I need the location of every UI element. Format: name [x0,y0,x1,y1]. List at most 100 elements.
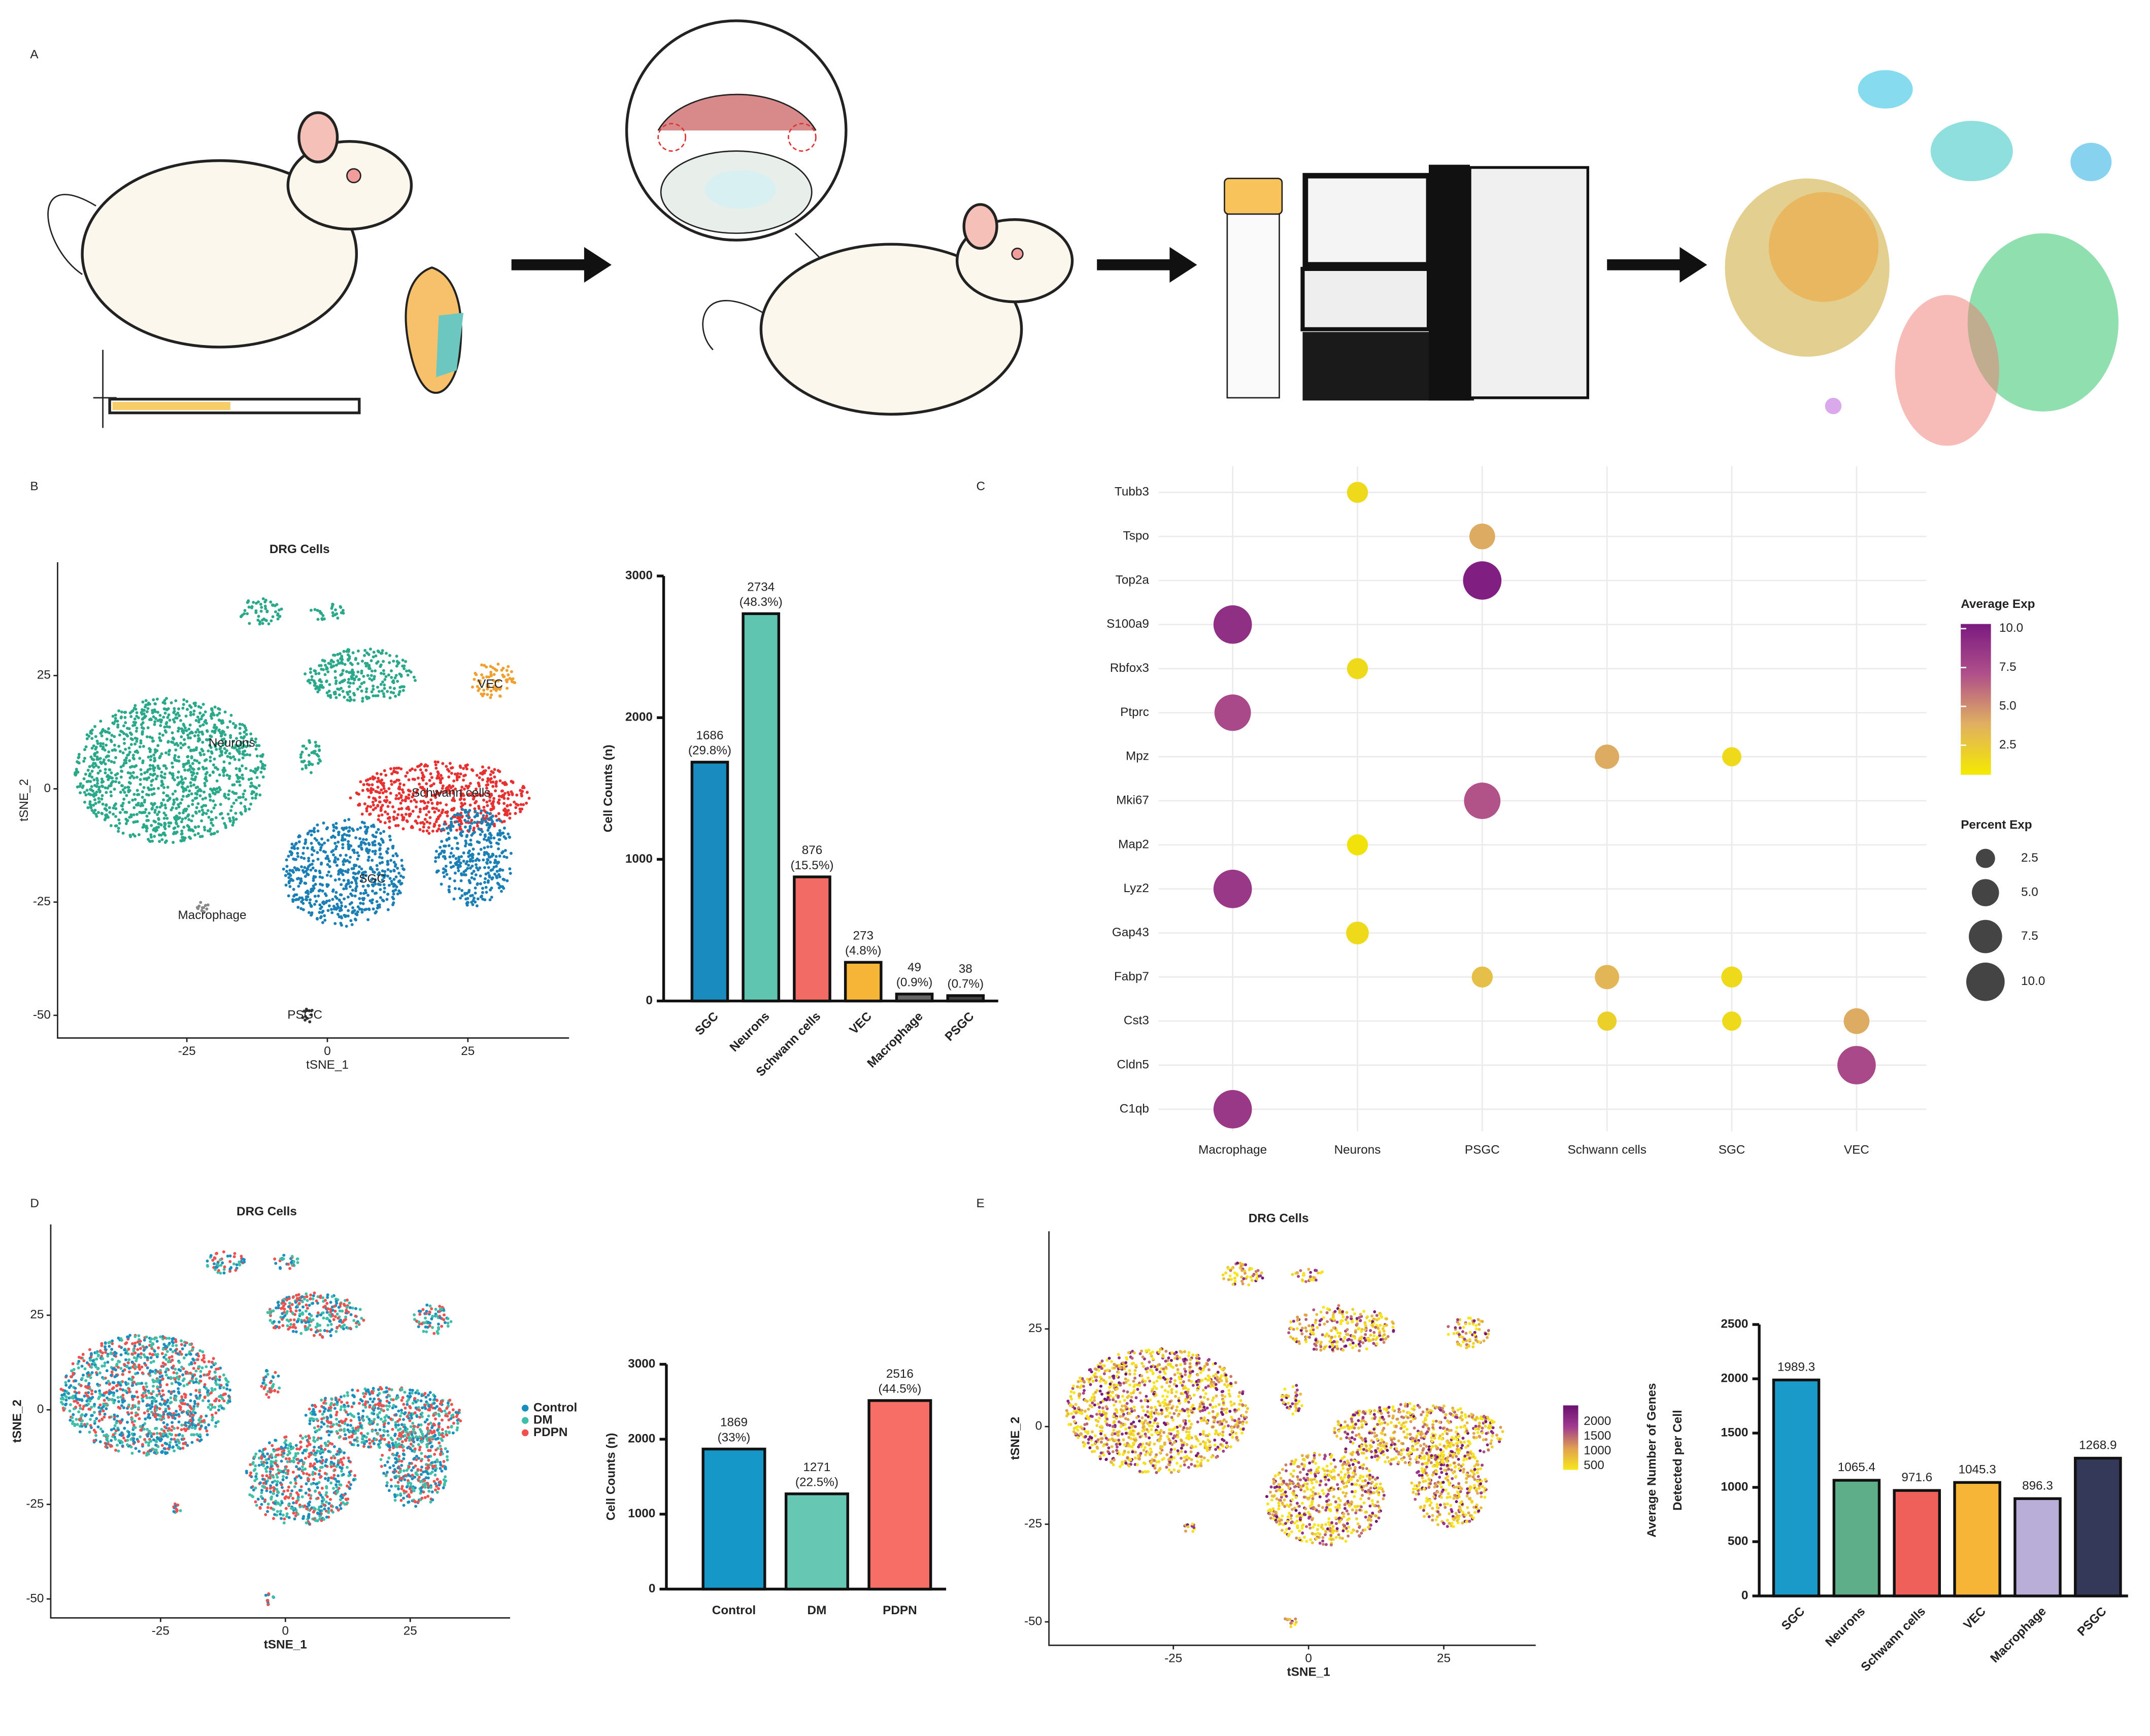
cell-dot [174,790,177,793]
cell-dot [211,824,215,827]
cell-dot [156,1378,160,1381]
cell-dot [122,1406,125,1410]
cell-dot [151,1353,155,1356]
cell-dot [489,808,493,811]
cell-dot [453,879,456,882]
cell-dot [89,1352,93,1355]
cell-dot [341,843,345,846]
cell-dot [78,1404,82,1407]
cell-dot [342,887,346,891]
size-key [1966,962,2005,1001]
cell-dot [468,866,472,870]
cell-dot [181,818,184,821]
cell-dot [276,1306,280,1310]
cell-dot [511,792,514,795]
cell-dot [174,713,178,717]
cell-dot [205,1414,208,1418]
cell-dot [116,1428,120,1432]
cell-dot [489,836,493,840]
cell-dot [203,828,207,832]
cell-dot [310,1328,313,1332]
cell-dot [130,1378,134,1382]
cell-dot [436,774,440,778]
cell-dot [425,820,429,824]
cell-dot [209,1403,212,1407]
cell-dot [481,765,484,769]
filament-fill [112,401,230,411]
cell-dot [462,767,465,770]
cell-dot [429,772,432,775]
cell-dot [367,783,371,787]
cell-dot [126,1411,129,1414]
cell-dot [309,1297,312,1301]
rat-eye [1011,248,1024,260]
cell-dot [348,829,351,833]
cell-dot [215,1378,219,1381]
cell-dot [254,796,257,800]
cell-dot [281,1324,285,1327]
cell-dot [167,1342,171,1345]
cell-dot [437,827,441,831]
cell-dot [401,658,405,662]
cell-dot [95,1373,99,1376]
cell-dot [217,1367,220,1371]
cell-dot [251,796,254,800]
cell-dot [167,1389,171,1393]
cell-dot [382,781,385,785]
cell-dot [408,814,411,818]
cell-dot [198,738,201,741]
cell-dot [137,1440,140,1443]
cell-dot [345,1309,348,1312]
cell-dot [484,769,487,772]
cell-dot [322,617,326,621]
cell-dot [340,883,343,887]
cell-dot [316,690,320,694]
cell-dot [84,1425,87,1428]
cell-dot [223,1265,226,1269]
cell-dot [336,617,340,620]
cell-dot [500,789,503,793]
cell-dot [317,755,320,758]
cell-dot [313,830,316,834]
cell-dot [480,819,484,823]
cell-dot [152,739,155,743]
cell-dot [256,766,260,769]
cell-dot [193,833,197,837]
cell-dot [497,794,501,798]
cell-dot [234,767,238,770]
cell-dot [347,648,351,652]
cell-dot [145,710,149,713]
cell-dot [292,1318,296,1321]
cell-dot [231,783,234,787]
cell-dot [369,805,373,808]
colorbar-tick-label: 2.5 [1999,738,2017,752]
cell-dot [207,749,210,753]
cell-dot [135,729,138,733]
cell-dot [174,754,177,757]
cell-dot [466,867,469,870]
cell-dot [490,896,493,899]
cell-dot [198,1427,201,1431]
cell-dot [221,816,224,820]
cell-dot [162,786,166,789]
cell-dot [233,726,237,729]
cell-dot [381,649,384,653]
cell-dot [371,800,375,804]
cell-dot [132,821,136,824]
cell-dot [285,1310,289,1313]
cell-dot [204,804,208,807]
cell-dot [179,839,183,842]
cell-dot [233,1252,237,1255]
filament-holder [93,350,117,428]
cell-dot [168,797,172,800]
cell-dot [301,852,305,855]
cell-dot [392,770,395,773]
cell-dot [347,818,351,821]
cell-dot [167,1415,171,1419]
cell-dot [141,796,144,799]
cell-dot [345,827,348,830]
cell-dot [226,1380,230,1384]
cell-dot [90,1414,94,1417]
panel-label: D [30,1197,39,1210]
cell-dot [132,776,136,779]
